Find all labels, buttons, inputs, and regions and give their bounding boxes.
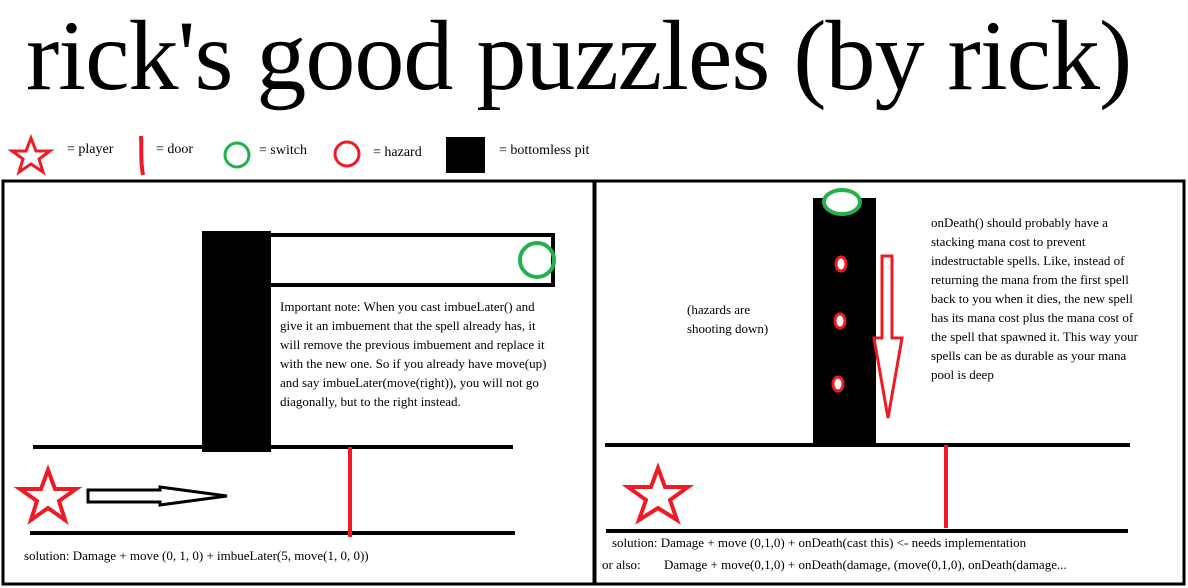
right-hazard-3 [831,375,845,393]
legend-pit-icon [446,137,485,173]
right-puzzle-frame [593,179,1186,586]
right-ondeath-note: onDeath() should probably have a stackin… [931,215,1139,382]
right-hazard-2 [833,312,847,330]
legend-player-label: = player [67,142,114,157]
right-solution: solution: Damage + move (0,1,0) + onDeat… [612,535,1027,550]
right-hazard-1 [834,255,848,273]
legend-door-label: = door [156,142,194,157]
left-solution: solution: Damage + move (0, 1, 0) + imbu… [24,548,369,563]
legend-switch-icon [223,141,251,169]
legend-switch-label: = switch [259,143,307,158]
legend-pit-label: = bottomless pit [499,143,590,158]
legend-hazard-icon [333,140,361,168]
legend-door-icon [139,135,145,176]
right-alt-label: or also: [602,557,641,572]
left-important-note: Important note: When you cast imbueLater… [280,299,547,409]
legend-player-star-icon [7,133,55,176]
right-player-star [621,462,695,525]
left-player-star [13,464,83,526]
page-title: rick's good puzzles (by rick) [26,0,1132,111]
left-switch [518,241,556,279]
right-switch [822,188,862,216]
left-move-arrow [86,485,228,507]
right-hazard-note: (hazards are shooting down) [687,302,769,336]
right-alt-solution: Damage + move(0,1,0) + onDeath(damage, (… [664,557,1067,572]
legend-hazard-label: = hazard [373,145,422,160]
right-down-arrow [872,254,904,419]
left-pit [202,231,271,452]
